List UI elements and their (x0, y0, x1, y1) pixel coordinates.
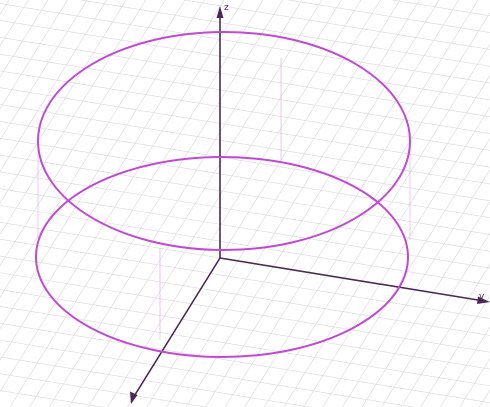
grid-line-b-32 (0, 0, 356, 407)
grid-line-a-51 (0, 70, 490, 151)
grid-line-b-106 (404, 0, 490, 407)
grid-line-a-70 (0, 390, 104, 407)
grid-line-b-14 (0, 0, 36, 407)
grid-line-a-62 (0, 255, 490, 336)
grid-line-b-110 (475, 0, 490, 407)
grid-line-b-108 (439, 0, 490, 407)
grid-line-b-109 (457, 0, 490, 407)
grid-line-b-94 (190, 0, 490, 407)
grid-line-a-59 (0, 205, 490, 286)
grid-line-a-53 (0, 104, 490, 185)
grid-line-a-61 (0, 238, 490, 319)
grid-line-b-12 (0, 0, 1, 407)
grid-line-b-92 (155, 0, 490, 407)
y-axis-arrowhead (477, 296, 490, 304)
grid-line-a-80 (0, 372, 490, 407)
grid-line-a-77 (0, 326, 490, 407)
grid-line-a-38 (0, 0, 490, 114)
grid-line-b-38 (0, 0, 463, 407)
grid-line-b-22 (0, 0, 179, 407)
grid-line-b-86 (48, 0, 490, 407)
grid-line-b-13 (0, 0, 19, 407)
cylinder-wireframe[interactable] (35, 31, 411, 358)
grid-line-a-32 (0, 0, 490, 22)
grid-line-a-44 (286, 0, 490, 33)
grid-line-a-41 (0, 0, 490, 160)
grid-line-a-31 (0, 0, 490, 7)
x-axis-arrowhead (130, 391, 138, 404)
grid-line-a-50 (0, 53, 490, 134)
grid-line-b-89 (102, 0, 490, 407)
grid-line-b-100 (297, 0, 490, 407)
grid-line-b-33 (0, 0, 374, 407)
grid-line-a-39 (0, 0, 490, 129)
grid-line-a-71 (0, 234, 490, 407)
y-axis (219, 257, 485, 302)
grid-line-b-87 (66, 0, 490, 407)
grid-line-a-35 (0, 0, 490, 68)
y-axis-label: y (479, 292, 485, 302)
grid-line-a-76 (0, 311, 490, 407)
grid-line-b-15 (0, 0, 54, 407)
axes-group: z y (130, 3, 490, 404)
grid-line-a-42 (0, 0, 490, 175)
grid-line-b-17 (0, 0, 90, 407)
grid-line-b-91 (137, 0, 490, 407)
grid-line-b-104 (368, 0, 490, 407)
grid-line-b-29 (0, 0, 303, 407)
grid-line-a-64 (0, 289, 490, 370)
cylinder-bottom-circle (35, 156, 409, 358)
grid-line-b-31 (0, 0, 338, 407)
z-axis-arrowhead (216, 6, 224, 18)
cylinder-top-circle (37, 31, 411, 251)
x-axis (132, 257, 221, 399)
grid-line-a-36 (0, 0, 490, 83)
z-axis-label: z (224, 3, 229, 13)
